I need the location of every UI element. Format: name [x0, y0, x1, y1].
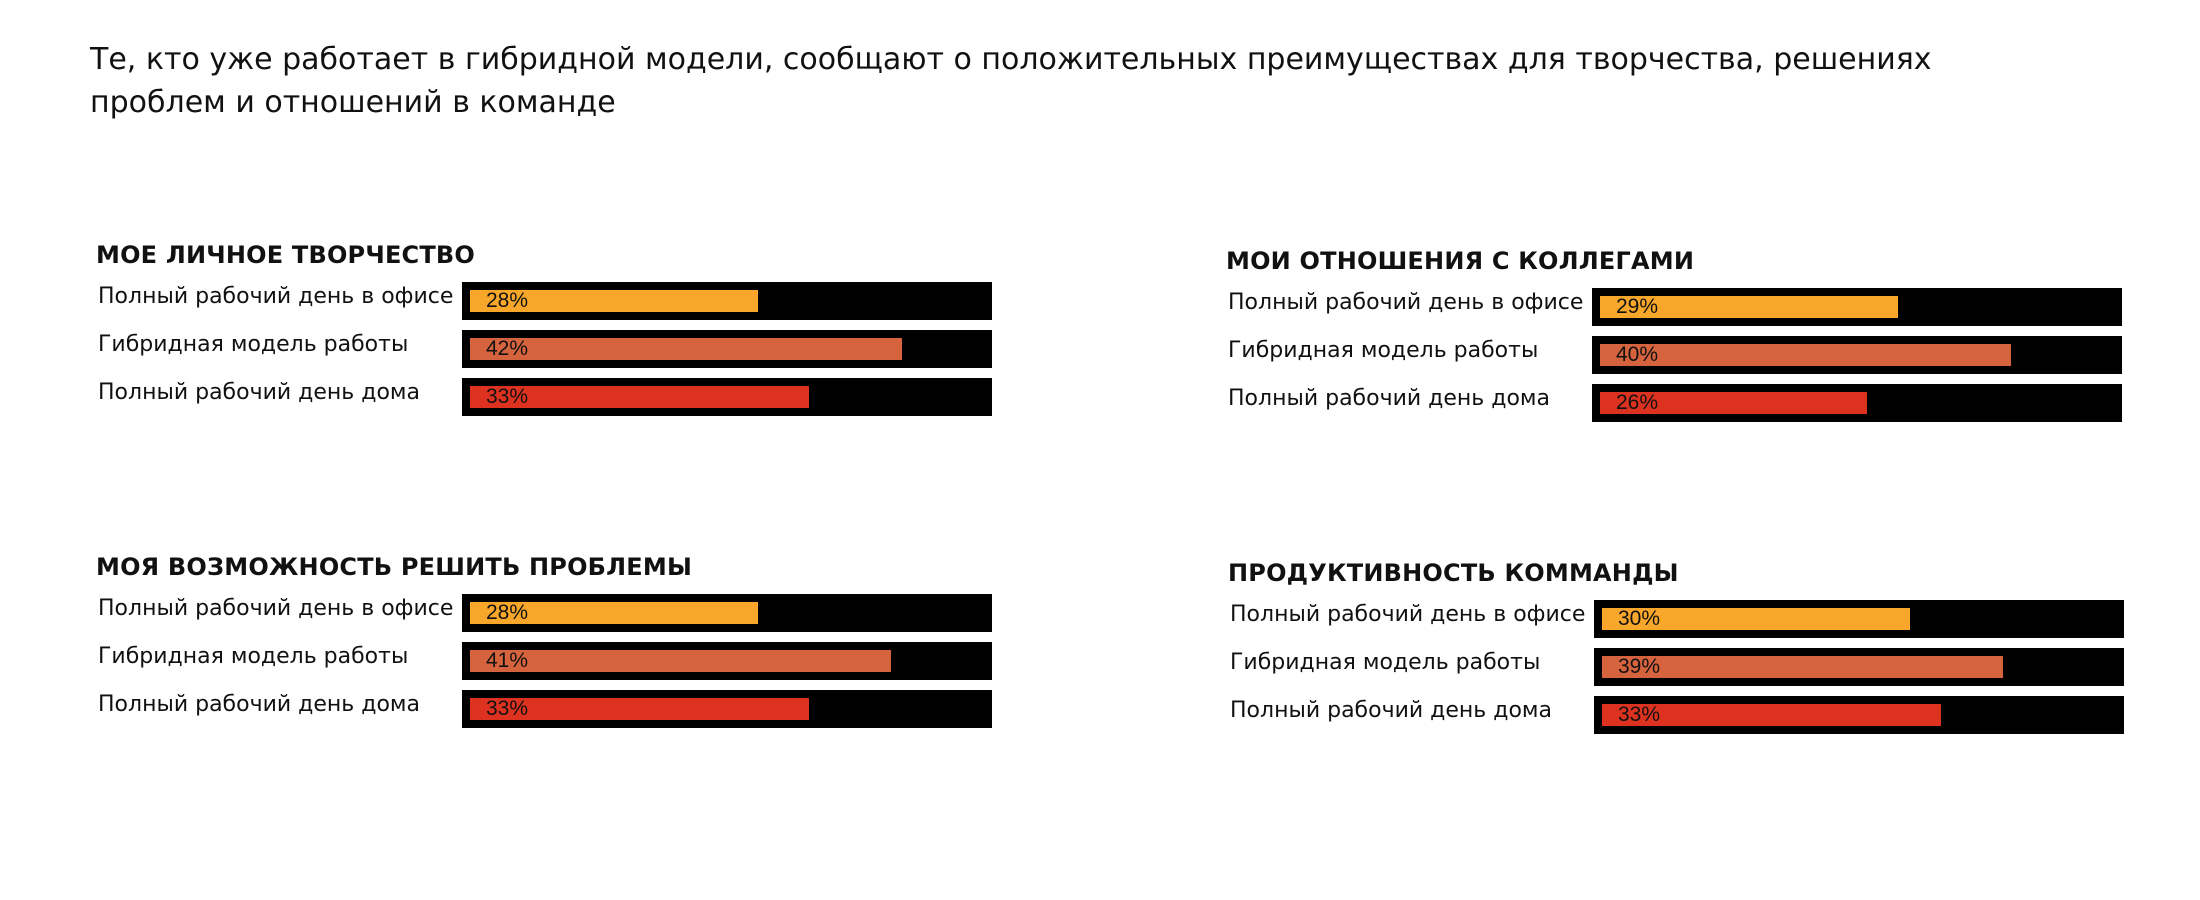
bar-category-label: Полный рабочий день дома [98, 692, 421, 717]
bar-value-label: 33% [1618, 703, 1661, 726]
bar-row: Гибридная модель работы 42% [90, 330, 1090, 378]
bar-track: 42% [462, 330, 992, 368]
panel-title: ПРОДУКТИВНОСТЬ КОММАНДЫ [1228, 559, 1679, 587]
bar-value-label: 33% [486, 385, 529, 408]
bar-row: Полный рабочий день дома 26% [1220, 384, 2200, 432]
bar-value-label: 41% [486, 649, 529, 672]
bar-fill-office [1600, 296, 1898, 318]
bar-fill-hybrid [1602, 656, 2003, 678]
bar-value-label: 40% [1616, 343, 1659, 366]
panel-title: МОЯ ВОЗМОЖНОСТЬ РЕШИТЬ ПРОБЛЕМЫ [96, 553, 693, 581]
bar-row: Полный рабочий день дома 33% [90, 378, 1090, 426]
chart-panel-problem-solving: МОЯ ВОЗМОЖНОСТЬ РЕШИТЬ ПРОБЛЕМЫ Полный р… [90, 552, 1090, 738]
bar-value-label: 29% [1616, 295, 1659, 318]
bar-track: 28% [462, 282, 992, 320]
bar-category-label: Гибридная модель работы [1230, 650, 1541, 675]
bar-row: Гибридная модель работы 40% [1220, 336, 2200, 384]
bar-track: 39% [1594, 648, 2124, 686]
bar-fill-home [1600, 392, 1867, 414]
bar-fill-office [470, 290, 758, 312]
bar-category-label: Полный рабочий день дома [98, 380, 421, 405]
bar-row: Полный рабочий день в офисе 29% [1220, 288, 2200, 336]
bar-track: 33% [462, 690, 992, 728]
bar-fill-home [470, 698, 809, 720]
bar-value-label: 39% [1618, 655, 1661, 678]
bar-category-label: Гибридная модель работы [98, 644, 409, 669]
bar-fill-office [1602, 608, 1910, 630]
bar-row: Гибридная модель работы 39% [1222, 648, 2200, 696]
bar-track: 33% [1594, 696, 2124, 734]
panel-title: МОИ ОТНОШЕНИЯ С КОЛЛЕГАМИ [1226, 247, 1695, 275]
chart-panel-relationships: МОИ ОТНОШЕНИЯ С КОЛЛЕГАМИ Полный рабочий… [1220, 246, 2200, 432]
bar-category-label: Гибридная модель работы [1228, 338, 1539, 363]
bar-track: 40% [1592, 336, 2122, 374]
bar-row: Гибридная модель работы 41% [90, 642, 1090, 690]
bar-category-label: Полный рабочий день дома [1230, 698, 1553, 723]
bar-value-label: 28% [486, 289, 529, 312]
bar-row: Полный рабочий день в офисе 28% [90, 282, 1090, 330]
page-headline: Те, кто уже работает в гибридной модели,… [90, 42, 1932, 120]
bar-track: 33% [462, 378, 992, 416]
bar-track: 41% [462, 642, 992, 680]
bar-category-label: Полный рабочий день в офисе [1228, 290, 1584, 315]
bar-value-label: 26% [1616, 391, 1659, 414]
bar-value-label: 30% [1618, 607, 1661, 630]
bar-fill-hybrid [1600, 344, 2011, 366]
bar-category-label: Полный рабочий день в офисе [98, 596, 454, 621]
bar-track: 28% [462, 594, 992, 632]
bar-value-label: 42% [486, 337, 529, 360]
bar-fill-hybrid [470, 650, 891, 672]
chart-panel-creativity: МОЕ ЛИЧНОЕ ТВОРЧЕСТВО Полный рабочий ден… [90, 240, 1090, 426]
bar-row: Полный рабочий день дома 33% [90, 690, 1090, 738]
bar-track: 29% [1592, 288, 2122, 326]
bar-fill-home [470, 386, 809, 408]
chart-panel-team-productivity: ПРОДУКТИВНОСТЬ КОММАНДЫ Полный рабочий д… [1222, 558, 2200, 744]
bar-value-label: 33% [486, 697, 529, 720]
bar-value-label: 28% [486, 601, 529, 624]
bar-category-label: Полный рабочий день дома [1228, 386, 1551, 411]
bar-track: 26% [1592, 384, 2122, 422]
panel-title: МОЕ ЛИЧНОЕ ТВОРЧЕСТВО [96, 241, 476, 269]
bar-fill-office [470, 602, 758, 624]
bar-fill-hybrid [470, 338, 902, 360]
bar-fill-home [1602, 704, 1941, 726]
bar-category-label: Полный рабочий день в офисе [1230, 602, 1586, 627]
bar-row: Полный рабочий день в офисе 28% [90, 594, 1090, 642]
bar-track: 30% [1594, 600, 2124, 638]
bar-category-label: Гибридная модель работы [98, 332, 409, 357]
bar-row: Полный рабочий день дома 33% [1222, 696, 2200, 744]
bar-row: Полный рабочий день в офисе 30% [1222, 600, 2200, 648]
bar-category-label: Полный рабочий день в офисе [98, 284, 454, 309]
